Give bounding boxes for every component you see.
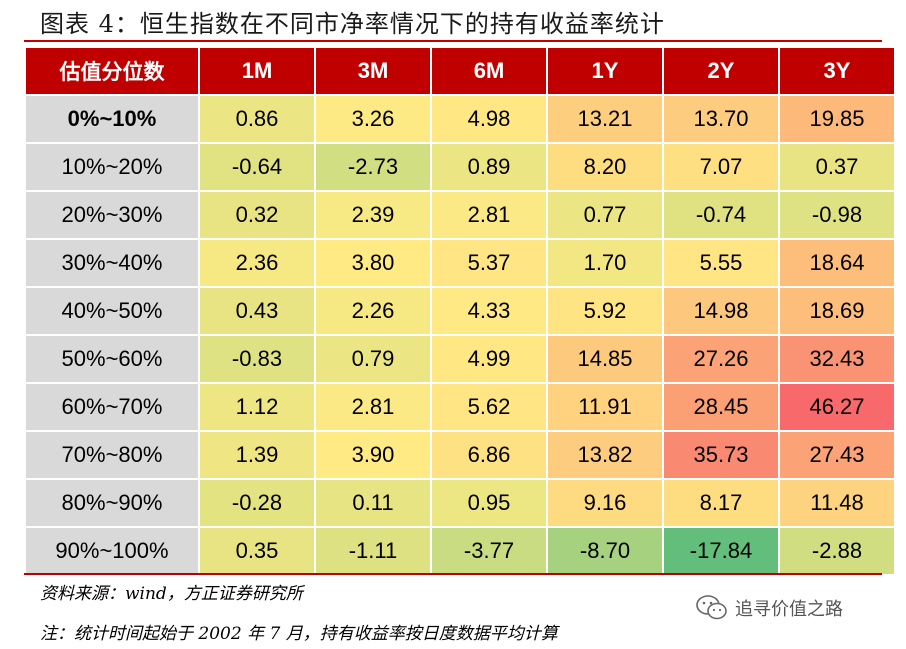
heatmap-cell: 14.85 [548,336,662,382]
heatmap-cell: 8.17 [664,480,778,526]
heatmap-cell: -17.84 [664,528,778,574]
column-header: 2Y [664,48,778,94]
heatmap-cell: 18.69 [780,288,894,334]
column-header: 6M [432,48,546,94]
table-row: 90%~100% 0.35 -1.11 -3.77 -8.70 -17.84 -2.88 [26,528,894,574]
heatmap-cell: -0.98 [780,192,894,238]
heatmap-cell: 14.98 [664,288,778,334]
heatmap-cell: -2.73 [316,144,430,190]
heatmap-cell: 1.12 [200,384,314,430]
heatmap-cell: -8.70 [548,528,662,574]
heatmap-cell: 28.45 [664,384,778,430]
footnote: 注：统计时间起始于 2002 年 7 月，持有收益率按日度数据平均计算 [40,624,558,644]
heatmap-cell: 0.35 [200,528,314,574]
heatmap-cell: -0.83 [200,336,314,382]
watermark: 追寻价值之路 [695,594,843,622]
heatmap-cell: -0.28 [200,480,314,526]
heatmap-table: 估值分位数 1M 3M 6M 1Y 2Y 3Y 0%~10% 0.86 3.26 4.… [24,46,896,576]
heatmap-cell: 0.43 [200,288,314,334]
heatmap-cell: 0.89 [432,144,546,190]
source-note: 资料来源：wind，方正证券研究所 [40,584,303,604]
row-label: 70%~80% [26,432,198,478]
heatmap-cell: 0.79 [316,336,430,382]
heatmap-cell: 2.26 [316,288,430,334]
heatmap-cell: 5.92 [548,288,662,334]
heatmap-cell: 11.91 [548,384,662,430]
table-row: 60%~70% 1.12 2.81 5.62 11.91 28.45 46.27 [26,384,894,430]
table-row: 40%~50% 0.43 2.26 4.33 5.92 14.98 18.69 [26,288,894,334]
heatmap-cell: -0.74 [664,192,778,238]
heatmap-cell: 3.90 [316,432,430,478]
heatmap-cell: 2.36 [200,240,314,286]
heatmap-cell: 46.27 [780,384,894,430]
row-label: 10%~20% [26,144,198,190]
wechat-icon [696,595,727,620]
table-row: 70%~80% 1.39 3.90 6.86 13.82 35.73 27.43 [26,432,894,478]
column-header: 1M [200,48,314,94]
table-row: 10%~20% -0.64 -2.73 0.89 8.20 7.07 0.37 [26,144,894,190]
row-label: 60%~70% [26,384,198,430]
heatmap-cell: 4.33 [432,288,546,334]
heatmap-cell: 1.70 [548,240,662,286]
row-label: 50%~60% [26,336,198,382]
heatmap-cell: -0.64 [200,144,314,190]
heatmap-cell: 0.95 [432,480,546,526]
heatmap-cell: 5.55 [664,240,778,286]
table-row: 30%~40% 2.36 3.80 5.37 1.70 5.55 18.64 [26,240,894,286]
heatmap-cell: 19.85 [780,96,894,142]
heatmap-cell: -1.11 [316,528,430,574]
watermark-text: 追寻价值之路 [735,599,843,620]
corner-header: 估值分位数 [26,48,198,94]
heatmap-cell: 11.48 [780,480,894,526]
top-rule [24,40,882,42]
heatmap-cell: 27.43 [780,432,894,478]
heatmap-cell: 0.32 [200,192,314,238]
column-header: 1Y [548,48,662,94]
heatmap-cell: 2.81 [432,192,546,238]
heatmap-cell: 13.21 [548,96,662,142]
heatmap-cell: 8.20 [548,144,662,190]
heatmap-cell: -2.88 [780,528,894,574]
table-row: 80%~90% -0.28 0.11 0.95 9.16 8.17 11.48 [26,480,894,526]
heatmap-cell: 0.86 [200,96,314,142]
row-label: 20%~30% [26,192,198,238]
row-label: 30%~40% [26,240,198,286]
column-header: 3M [316,48,430,94]
heatmap-cell: 6.86 [432,432,546,478]
row-label: 40%~50% [26,288,198,334]
heatmap-cell: -3.77 [432,528,546,574]
heatmap-cell: 2.81 [316,384,430,430]
heatmap-cell: 0.11 [316,480,430,526]
heatmap-body: 0%~10% 0.86 3.26 4.98 13.21 13.70 19.85 10%~20%… [26,96,894,574]
heatmap-cell: 3.80 [316,240,430,286]
row-label: 80%~90% [26,480,198,526]
heatmap-cell: 5.62 [432,384,546,430]
table-row: 50%~60% -0.83 0.79 4.99 14.85 27.26 32.43 [26,336,894,382]
heatmap-cell: 4.98 [432,96,546,142]
heatmap-cell: 9.16 [548,480,662,526]
column-header: 3Y [780,48,894,94]
table-row: 20%~30% 0.32 2.39 2.81 0.77 -0.74 -0.98 [26,192,894,238]
heatmap-cell: 3.26 [316,96,430,142]
row-label: 0%~10% [26,96,198,142]
heatmap-cell: 18.64 [780,240,894,286]
table-row: 0%~10% 0.86 3.26 4.98 13.21 13.70 19.85 [26,96,894,142]
heatmap-cell: 4.99 [432,336,546,382]
heatmap-cell: 13.82 [548,432,662,478]
bottom-rule [24,573,882,575]
heatmap-cell: 5.37 [432,240,546,286]
heatmap-cell: 35.73 [664,432,778,478]
heatmap-cell: 0.37 [780,144,894,190]
heatmap-cell: 2.39 [316,192,430,238]
heatmap-cell: 7.07 [664,144,778,190]
heatmap-cell: 27.26 [664,336,778,382]
header-row: 估值分位数 1M 3M 6M 1Y 2Y 3Y [26,48,894,94]
heatmap-cell: 0.77 [548,192,662,238]
chart-title: 图表 4：恒生指数在不同市净率情况下的持有收益率统计 [40,10,665,38]
heatmap-cell: 1.39 [200,432,314,478]
heatmap-cell: 32.43 [780,336,894,382]
heatmap-cell: 13.70 [664,96,778,142]
row-label: 90%~100% [26,528,198,574]
